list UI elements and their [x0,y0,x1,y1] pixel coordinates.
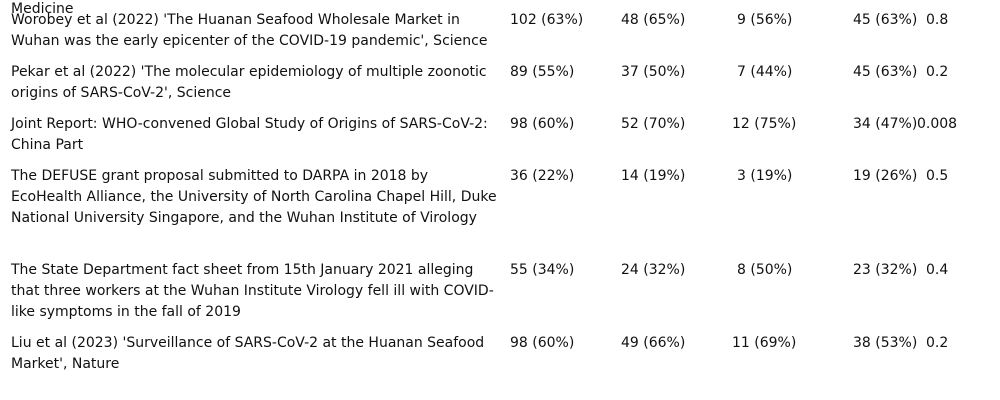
value-cell-col2: 37 (50%) [621,64,686,80]
value-cell-col3: 11 (69%) [732,335,797,351]
value-cell-col3: 7 (44%) [737,64,793,80]
value-cell-col1: 36 (22%) [510,168,575,184]
value-cell-col3: 9 (56%) [737,12,793,28]
value-cell-col1: 55 (34%) [510,262,575,278]
p-value-cell: 0.8 [926,12,949,28]
source-cell: The DEFUSE grant proposal submitted to D… [11,168,497,226]
source-cell: Liu et al (2023) 'Surveillance of SARS-C… [11,335,485,372]
p-value-cell: 0.5 [926,168,949,184]
source-cell: Worobey et al (2022) 'The Huanan Seafood… [11,12,488,49]
p-value-cell: 0.4 [926,262,949,278]
table-row: Pekar et al (2022) 'The molecular epidem… [0,57,1000,109]
source-cell: The State Department fact sheet from 15t… [11,262,494,320]
results-table: Medicine Worobey et al (2022) 'The Huana… [0,1,1000,380]
value-cell-col4: 19 (26%) [853,168,918,184]
p-value-cell: 0.008 [917,116,958,132]
value-cell-col2: 52 (70%) [621,116,686,132]
table-row: The DEFUSE grant proposal submitted to D… [0,161,1000,255]
value-cell-col3: 8 (50%) [737,262,793,278]
value-cell-col2: 24 (32%) [621,262,686,278]
table-row: Joint Report: WHO-convened Global Study … [0,109,1000,161]
value-cell-col4: 23 (32%) [853,262,918,278]
value-cell-col3: 12 (75%) [732,116,797,132]
p-value-cell: 0.2 [926,64,949,80]
source-cell: Joint Report: WHO-convened Global Study … [11,116,488,153]
source-cell: Pekar et al (2022) 'The molecular epidem… [11,64,487,101]
value-cell-col1: 102 (63%) [510,12,584,28]
table-row: Liu et al (2023) 'Surveillance of SARS-C… [0,328,1000,380]
value-cell-col1: 98 (60%) [510,335,575,351]
value-cell-col4: 45 (63%) [853,12,918,28]
value-cell-col1: 98 (60%) [510,116,575,132]
value-cell-col1: 89 (55%) [510,64,575,80]
value-cell-col2: 48 (65%) [621,12,686,28]
value-cell-col4: 45 (63%) [853,64,918,80]
table-row: The State Department fact sheet from 15t… [0,255,1000,328]
value-cell-col3: 3 (19%) [737,168,793,184]
source-cell: Medicine [11,1,74,17]
table-row: Worobey et al (2022) 'The Huanan Seafood… [0,5,1000,57]
value-cell-col2: 49 (66%) [621,335,686,351]
value-cell-col4: 38 (53%) [853,335,918,351]
value-cell-col4: 34 (47%) [853,116,918,132]
p-value-cell: 0.2 [926,335,949,351]
value-cell-col2: 14 (19%) [621,168,686,184]
